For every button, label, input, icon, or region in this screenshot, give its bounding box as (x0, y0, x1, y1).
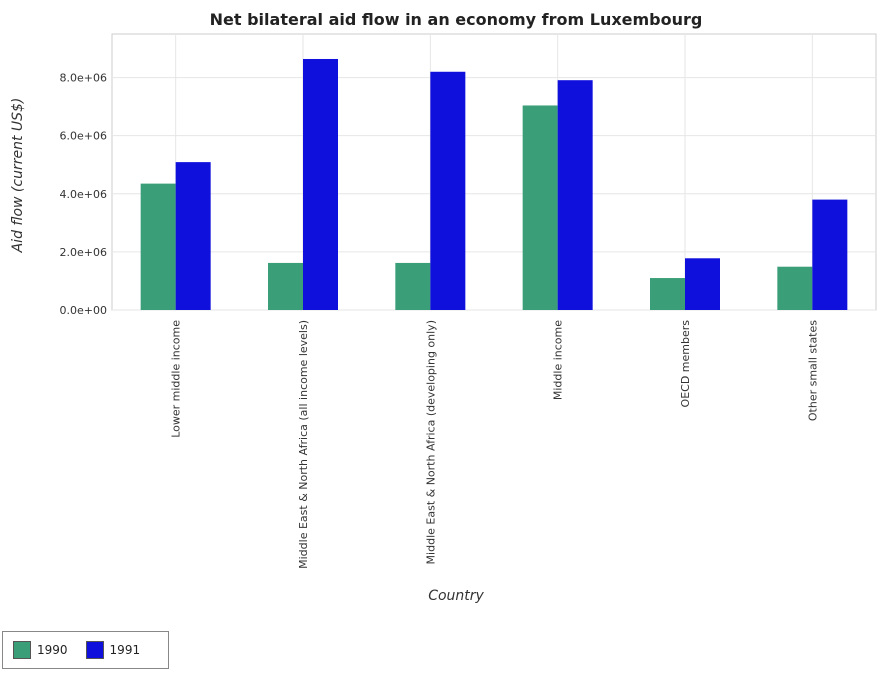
bar-1990-5 (777, 266, 813, 310)
legend: 1990 1991 (2, 631, 169, 669)
legend-swatch-1990 (13, 641, 31, 659)
bar-1991-3 (557, 80, 593, 310)
y-tick-label: 4.0e+06 (60, 188, 107, 201)
legend-swatch-1991 (85, 641, 104, 659)
y-tick-label: 8.0e+06 (60, 72, 107, 85)
y-tick-label: 6.0e+06 (60, 130, 107, 143)
legend-item-1991: 1991 (85, 641, 141, 659)
x-axis-label: Country (428, 588, 484, 604)
x-tick-label: OECD members (679, 320, 692, 408)
x-tick-label: Lower middle income (170, 320, 183, 438)
legend-label-1991: 1991 (109, 643, 141, 657)
bar-1991-0 (175, 162, 211, 310)
x-tick-label: Other small states (806, 320, 819, 421)
bar-1991-5 (812, 199, 848, 310)
y-tick-label: 2.0e+06 (60, 246, 107, 259)
chart-title: Net bilateral aid flow in an economy fro… (210, 10, 703, 29)
bar-1991-4 (685, 258, 720, 310)
bar-1990-3 (522, 105, 558, 310)
bar-1990-2 (395, 262, 431, 310)
x-tick-label: Middle East & North Africa (all income l… (297, 320, 310, 569)
y-tick-label: 0.0e+00 (60, 304, 107, 317)
legend-item-1990: 1990 (13, 641, 68, 659)
bar-1990-0 (140, 183, 176, 310)
plot-area: 0.0e+00 2.0e+06 4.0e+06 6.0e+06 8.0e+06 Lower… (60, 33, 877, 569)
legend-label-1990: 1990 (37, 643, 68, 657)
bar-1991-1 (303, 58, 338, 311)
plot-frame (111, 33, 877, 311)
x-tick-label: Middle East & North Africa (developing o… (424, 320, 437, 564)
bar-1991-2 (430, 71, 466, 310)
x-tick-label: Middle income (552, 320, 565, 400)
bar-1990-1 (268, 262, 303, 310)
bar-1990-4 (650, 278, 685, 310)
y-axis-label: Aid flow (current US$) (10, 98, 26, 254)
